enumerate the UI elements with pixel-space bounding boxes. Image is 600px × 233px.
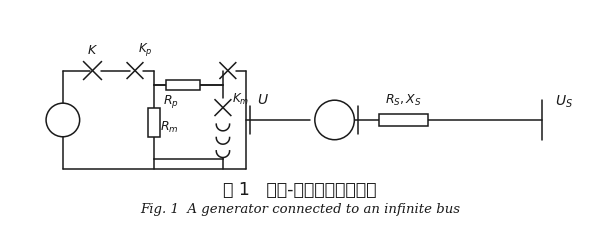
Text: $R_p$: $R_p$: [163, 93, 179, 110]
Text: 图 1   单机-无穷大系统示意图: 图 1 单机-无穷大系统示意图: [223, 181, 377, 199]
Text: +: +: [58, 110, 67, 120]
Bar: [166, 80, 200, 90]
Text: $R_S, X_S$: $R_S, X_S$: [385, 93, 422, 108]
Text: $R_m$: $R_m$: [160, 120, 179, 135]
Bar: [379, 114, 428, 126]
Text: −: −: [58, 119, 68, 132]
Circle shape: [46, 103, 80, 137]
Text: $K_m$: $K_m$: [232, 92, 250, 107]
Text: $U$: $U$: [257, 93, 269, 107]
Text: $K_p$: $K_p$: [137, 41, 152, 58]
Text: $G$: $G$: [328, 112, 341, 128]
Text: $K$: $K$: [87, 44, 98, 57]
Text: Fig. 1  A generator connected to an infinite bus: Fig. 1 A generator connected to an infin…: [140, 203, 460, 216]
Circle shape: [315, 100, 355, 140]
Text: $U_S$: $U_S$: [555, 94, 573, 110]
Bar: [148, 108, 160, 137]
